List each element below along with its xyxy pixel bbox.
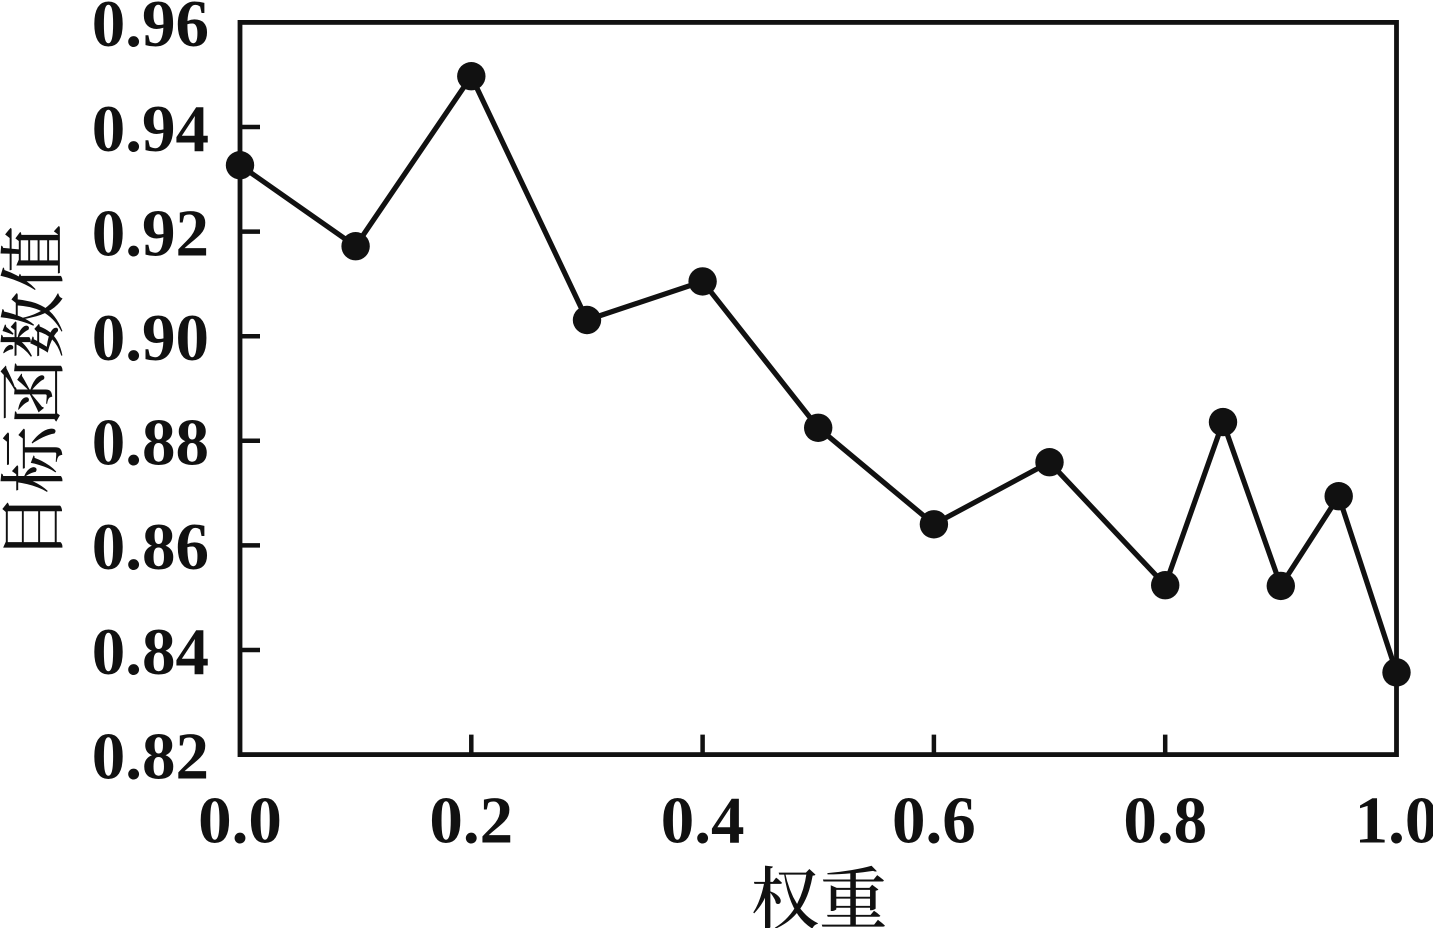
svg-text:0.6: 0.6: [892, 784, 976, 858]
svg-text:0.92: 0.92: [92, 196, 209, 270]
svg-text:0.2: 0.2: [429, 784, 513, 858]
svg-text:0.96: 0.96: [92, 0, 209, 61]
svg-text:0.0: 0.0: [198, 784, 282, 858]
svg-text:0.4: 0.4: [661, 784, 745, 858]
svg-text:0.94: 0.94: [92, 92, 209, 166]
svg-text:0.86: 0.86: [92, 510, 209, 584]
svg-text:0.84: 0.84: [92, 615, 209, 689]
svg-text:0.82: 0.82: [92, 719, 209, 793]
svg-text:0.90: 0.90: [92, 301, 209, 375]
svg-text:0.88: 0.88: [92, 406, 209, 480]
svg-text:1.0: 1.0: [1355, 784, 1433, 858]
svg-text:0.8: 0.8: [1123, 784, 1207, 858]
